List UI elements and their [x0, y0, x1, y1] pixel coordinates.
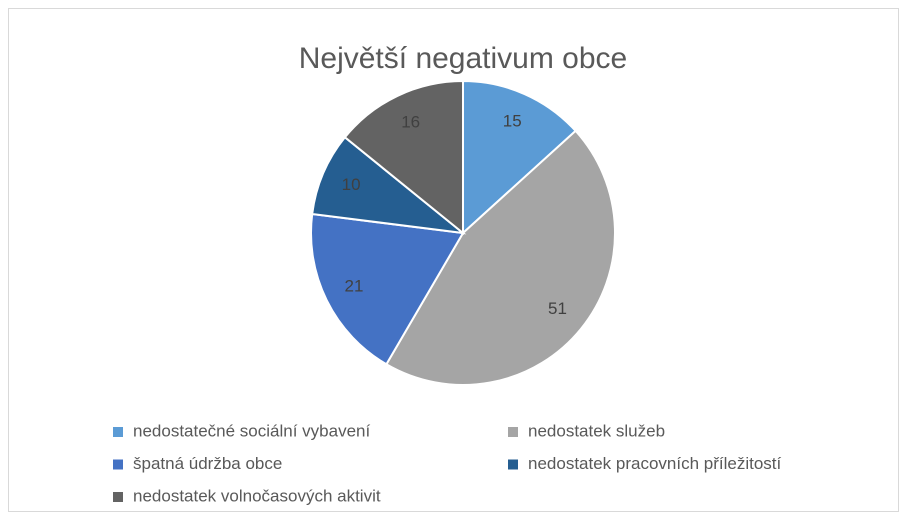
legend-marker	[508, 427, 518, 437]
pie-slice	[310, 212, 465, 366]
legend-marker	[113, 427, 123, 437]
legend-entry: nedostatek služeb	[528, 421, 665, 440]
data-label: 16	[401, 113, 420, 132]
legend-marker	[113, 459, 123, 470]
legend-entry: nedostatek pracovních příležitostí	[528, 454, 782, 473]
data-label: 15	[503, 111, 522, 130]
legend-marker	[113, 492, 123, 502]
legend-marker	[508, 459, 518, 470]
pie-slice	[343, 79, 464, 236]
legend-entry: nedostatek volnočasových aktivit	[133, 486, 381, 505]
data-label: 10	[342, 175, 361, 194]
legend-entry: nedostatečné sociální vybavení	[133, 421, 370, 440]
pie-slice	[385, 129, 616, 386]
data-label: 51	[548, 299, 567, 318]
chart-title: Největší negativum obce	[299, 42, 628, 75]
data-label: 21	[345, 276, 364, 295]
legend-entry: špatná údržba obce	[133, 454, 282, 473]
pie-slice	[462, 79, 577, 236]
pie-slice	[311, 135, 467, 235]
